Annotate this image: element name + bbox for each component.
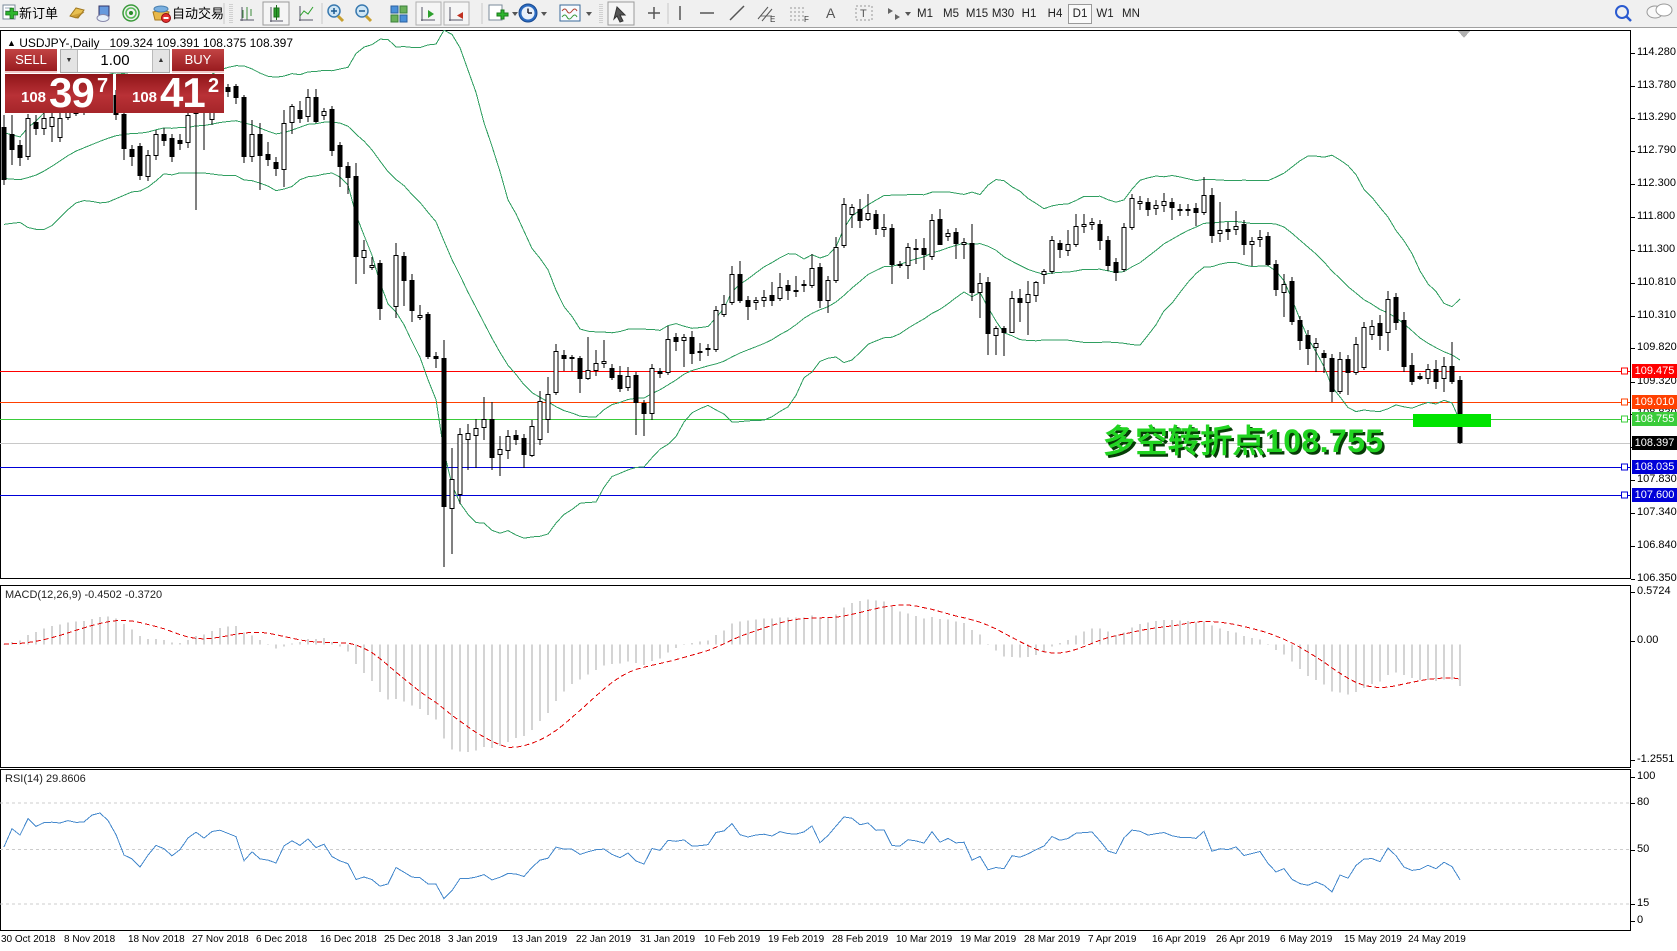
- svg-text:A: A: [826, 5, 836, 21]
- svg-text:F: F: [804, 15, 809, 24]
- svg-text:新订单: 新订单: [19, 6, 58, 21]
- svg-text:多空转折点108.755: 多空转折点108.755: [1103, 423, 1383, 459]
- svg-text:多空转折点108.755: 多空转折点108.755: [1106, 426, 1386, 462]
- svg-text:自动交易: 自动交易: [172, 6, 224, 21]
- svg-text:T: T: [860, 8, 867, 20]
- svg-text:E: E: [770, 15, 775, 24]
